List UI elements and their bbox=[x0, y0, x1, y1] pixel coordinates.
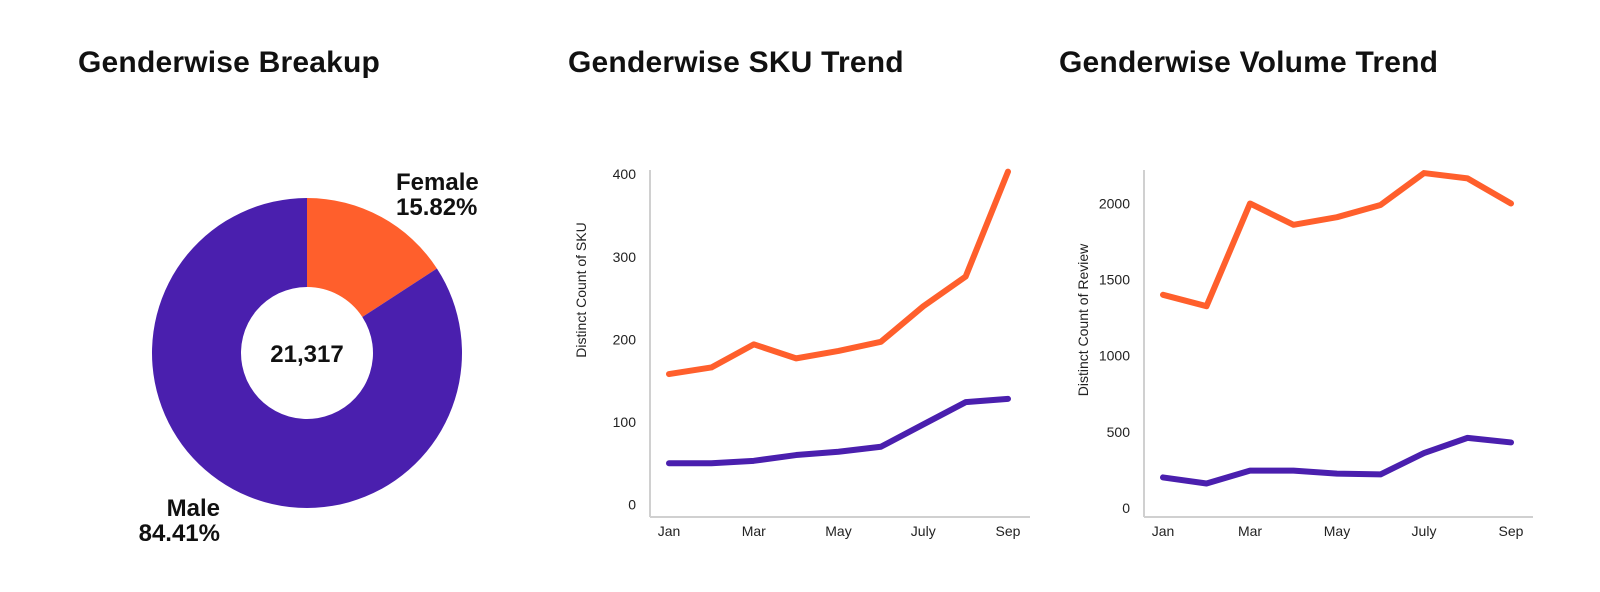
y-tick-label: 1000 bbox=[1099, 348, 1130, 364]
male-slice[interactable] bbox=[151, 198, 462, 508]
female-series-line[interactable] bbox=[1160, 170, 1514, 310]
volume-trend-title: Genderwise Volume Trend bbox=[1059, 46, 1439, 79]
female-slice-name: Female bbox=[396, 169, 479, 196]
sku-trend-line-chart: Distinct Count of SKU 0 100 200 300 400 Jan M… bbox=[573, 166, 1030, 539]
female-slice-percent: 15.82% bbox=[396, 194, 477, 221]
x-tick-label: Mar bbox=[742, 523, 766, 539]
x-tick-label: May bbox=[825, 523, 851, 539]
x-tick-label: Jan bbox=[1152, 523, 1175, 539]
y-tick-label: 0 bbox=[628, 497, 636, 513]
male-slice-percent: 84.41% bbox=[139, 520, 220, 547]
sku-trend-title: Genderwise SKU Trend bbox=[568, 46, 904, 79]
y-tick-label: 400 bbox=[613, 166, 637, 182]
y-tick-label: 200 bbox=[613, 331, 637, 347]
genderwise-breakup-panel: Genderwise Breakup 21,317 Female 15.82% … bbox=[0, 0, 520, 592]
male-slice-name: Male bbox=[167, 495, 220, 522]
x-tick-label: May bbox=[1324, 523, 1350, 539]
y-tick-label: 2000 bbox=[1099, 195, 1130, 211]
y-tick-label: 100 bbox=[613, 414, 637, 430]
y-axis-title: Distinct Count of SKU bbox=[573, 222, 589, 357]
sku-trend-panel: Genderwise SKU Trend Distinct Count of S… bbox=[520, 0, 1040, 592]
y-axis-title: Distinct Count of Review bbox=[1075, 243, 1091, 396]
genderwise-breakup-donut: 21,317 Female 15.82% Male 84.41% bbox=[139, 169, 479, 547]
y-tick-label: 0 bbox=[1122, 500, 1130, 516]
x-tick-label: Jan bbox=[658, 523, 681, 539]
female-slice[interactable] bbox=[307, 198, 437, 318]
donut-center-value: 21,317 bbox=[270, 341, 343, 368]
x-tick-label: July bbox=[911, 523, 936, 539]
x-tick-label: Mar bbox=[1238, 523, 1262, 539]
male-series-line[interactable] bbox=[666, 395, 1011, 467]
female-series-line[interactable] bbox=[666, 168, 1011, 378]
y-tick-label: 1500 bbox=[1099, 272, 1130, 288]
x-tick-label: Sep bbox=[996, 523, 1021, 539]
volume-trend-panel: Genderwise Volume Trend Distinct Count o… bbox=[1040, 0, 1600, 592]
x-tick-label: July bbox=[1412, 523, 1437, 539]
x-tick-label: Sep bbox=[1499, 523, 1524, 539]
male-series-line[interactable] bbox=[1160, 434, 1514, 487]
genderwise-breakup-title: Genderwise Breakup bbox=[78, 46, 381, 79]
y-tick-label: 500 bbox=[1107, 424, 1131, 440]
y-tick-label: 300 bbox=[613, 249, 637, 265]
volume-trend-line-chart: Distinct Count of Review 0 500 1000 1500 200… bbox=[1075, 170, 1533, 539]
